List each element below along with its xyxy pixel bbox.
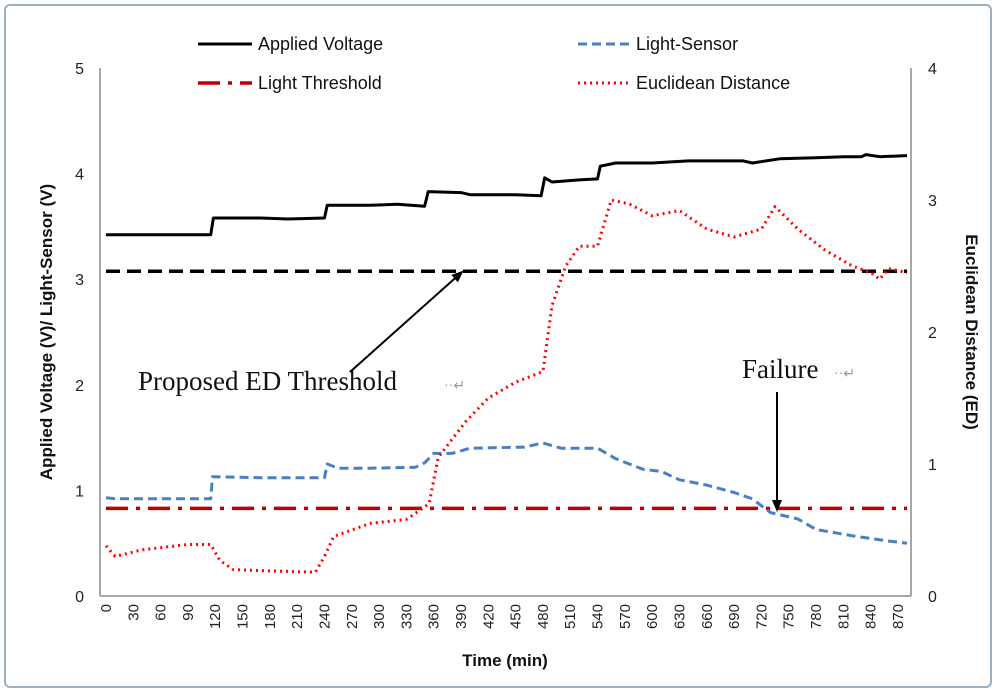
x-tick-label: 360 <box>426 604 443 629</box>
y-left-tick-label: 1 <box>75 483 84 500</box>
x-tick-label: 180 <box>262 604 279 629</box>
chart-frame <box>4 4 992 688</box>
x-tick-label: 60 <box>153 604 170 621</box>
left-y-axis-title: Applied Voltage (V)/ Light-Sensor (V) <box>37 184 56 480</box>
x-tick-label: 390 <box>453 604 470 629</box>
x-tick-label: 90 <box>180 604 197 621</box>
euclidean-distance-series <box>104 198 908 574</box>
x-tick-label: 690 <box>726 604 743 629</box>
x-tick-label: 420 <box>480 604 497 629</box>
legend-label-euclidean-distance: Euclidean Distance <box>636 73 790 93</box>
x-tick-label: 510 <box>562 604 579 629</box>
x-tick-label: 480 <box>535 604 552 629</box>
y-left-tick-label: 4 <box>75 167 84 184</box>
paragraph-mark: ··↵ <box>444 379 465 394</box>
failure-label: Failure <box>742 354 818 384</box>
applied-voltage-series <box>106 153 908 237</box>
proposed-threshold-label: Proposed ED Threshold <box>138 366 397 396</box>
legend-label-light-sensor: Light-Sensor <box>636 34 738 54</box>
light-sensor-series <box>105 441 908 545</box>
x-tick-label: 210 <box>289 604 306 629</box>
x-tick-label: 540 <box>590 604 607 629</box>
paragraph-mark: ··↵ <box>834 367 855 382</box>
x-tick-label: 780 <box>808 604 825 629</box>
x-tick-label: 810 <box>835 604 852 629</box>
x-tick-label: 570 <box>617 604 634 629</box>
x-tick-label: 30 <box>125 604 142 621</box>
y-left-tick-label: 3 <box>75 272 84 289</box>
x-tick-label: 660 <box>699 604 716 629</box>
y-right-tick-label: 1 <box>928 457 937 474</box>
legend-label-light-threshold: Light Threshold <box>258 73 382 93</box>
x-tick-label: 750 <box>781 604 798 629</box>
x-tick-label: 720 <box>753 604 770 629</box>
x-tick-label: 300 <box>371 604 388 629</box>
x-tick-label: 870 <box>890 604 907 629</box>
legend-label-applied-voltage: Applied Voltage <box>258 34 383 54</box>
x-tick-label: 270 <box>344 604 361 629</box>
y-left-tick-label: 2 <box>75 378 84 395</box>
x-tick-label: 240 <box>316 604 333 629</box>
y-right-tick-label: 3 <box>928 193 937 210</box>
x-tick-label: 450 <box>508 604 525 629</box>
x-tick-label: 150 <box>235 604 252 629</box>
y-left-tick-label: 5 <box>75 61 84 78</box>
right-y-axis-title: Euclidean Distance (ED) <box>962 234 981 430</box>
failure-annotation: Failure ··↵ <box>742 354 855 512</box>
x-tick-label: 0 <box>98 604 115 612</box>
x-tick-label: 600 <box>644 604 661 629</box>
x-axis-title: Time (min) <box>462 651 548 670</box>
x-tick-label: 840 <box>863 604 880 629</box>
y-right-tick-label: 0 <box>928 589 937 606</box>
proposed-threshold-annotation: Proposed ED Threshold ··↵ <box>138 270 465 396</box>
y-left-tick-label: 0 <box>75 589 84 606</box>
y-right-tick-label: 4 <box>928 61 937 78</box>
x-tick-label: 330 <box>398 604 415 629</box>
legend: Applied Voltage Light-Sensor Light Thres… <box>198 34 790 93</box>
x-tick-label: 120 <box>207 604 224 629</box>
proposed-threshold-arrow <box>349 270 464 373</box>
x-tick-label: 630 <box>671 604 688 629</box>
y-right-tick-label: 2 <box>928 325 937 342</box>
